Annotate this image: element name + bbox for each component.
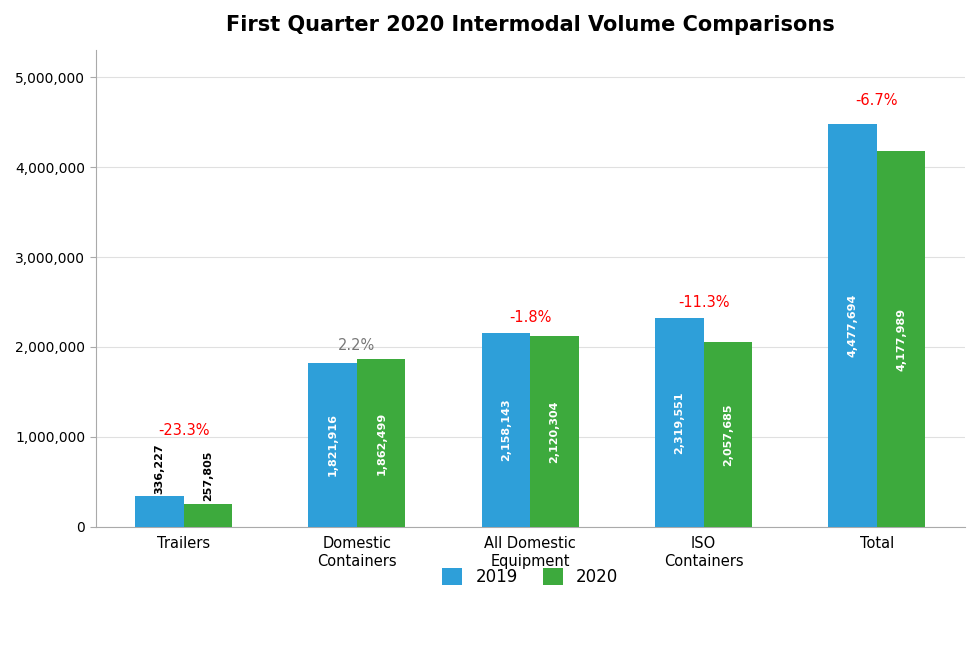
Text: 1,821,916: 1,821,916 <box>327 413 338 476</box>
Bar <box>877 151 925 527</box>
Bar <box>704 342 752 527</box>
Text: -1.8%: -1.8% <box>509 310 552 325</box>
Bar <box>828 124 877 527</box>
Text: -23.3%: -23.3% <box>158 423 210 438</box>
Bar <box>357 359 406 527</box>
Text: -6.7%: -6.7% <box>856 93 899 108</box>
Text: 4,477,694: 4,477,694 <box>848 294 858 357</box>
Text: 4,177,989: 4,177,989 <box>897 308 906 370</box>
Text: 2,120,304: 2,120,304 <box>550 400 560 463</box>
Bar <box>655 318 704 527</box>
Bar <box>530 336 579 527</box>
Bar <box>183 503 232 527</box>
Text: 2,057,685: 2,057,685 <box>723 403 733 466</box>
Text: 336,227: 336,227 <box>154 443 165 494</box>
Title: First Quarter 2020 Intermodal Volume Comparisons: First Quarter 2020 Intermodal Volume Com… <box>226 15 835 35</box>
Legend: 2019, 2020: 2019, 2020 <box>434 560 626 595</box>
Text: 2,319,551: 2,319,551 <box>674 391 684 454</box>
Text: 257,805: 257,805 <box>203 451 213 501</box>
Bar <box>135 496 183 527</box>
Text: 1,862,499: 1,862,499 <box>376 411 386 475</box>
Text: -11.3%: -11.3% <box>678 295 729 310</box>
Bar <box>309 363 357 527</box>
Text: 2,158,143: 2,158,143 <box>501 398 511 461</box>
Text: 2.2%: 2.2% <box>338 338 375 353</box>
Bar <box>482 333 530 527</box>
